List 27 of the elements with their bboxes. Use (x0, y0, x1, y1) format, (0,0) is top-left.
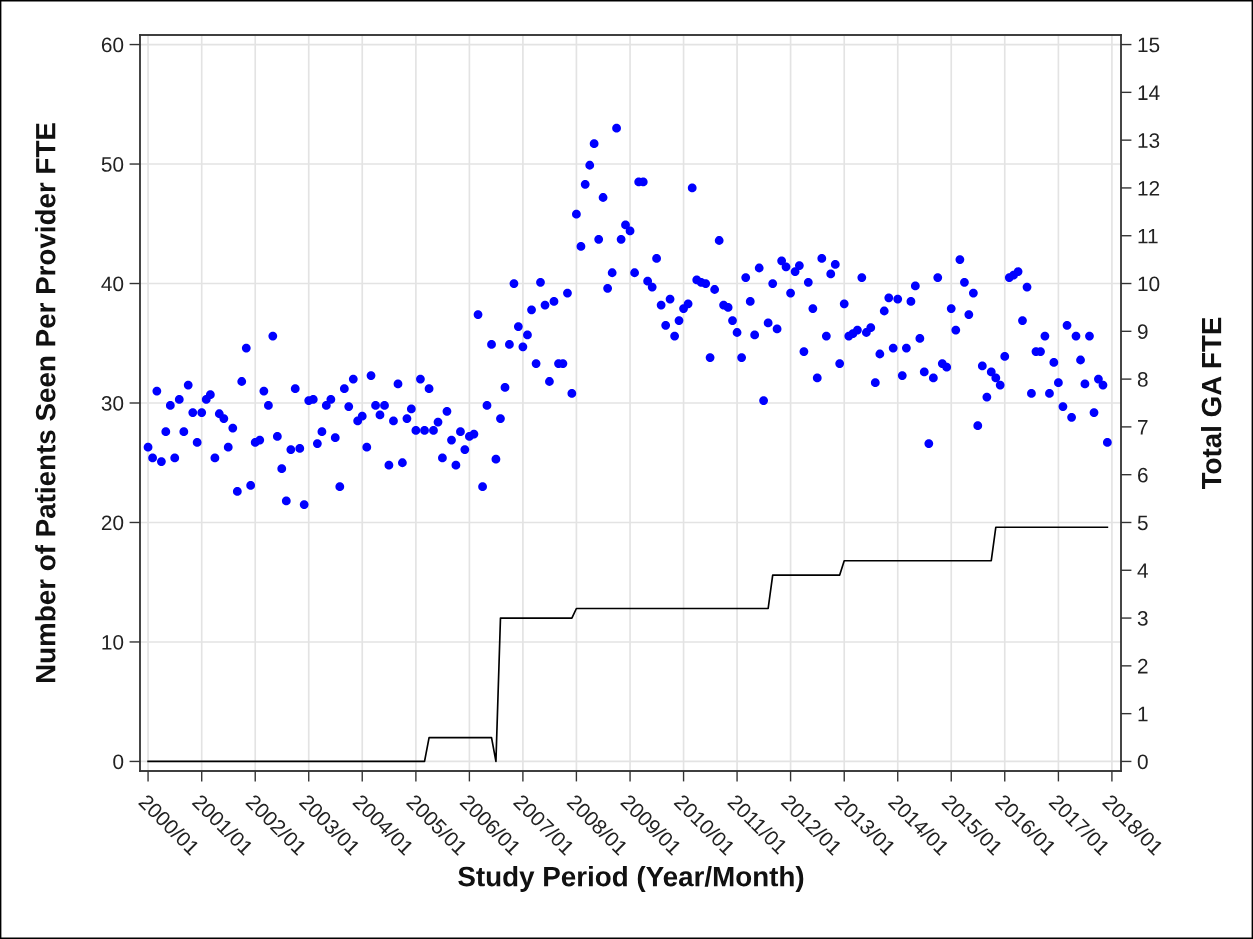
y2-tick-label: 8 (1137, 372, 1148, 387)
y2-tick-label: 12 (1138, 180, 1160, 196)
y2-tick-label: 14 (1138, 85, 1160, 100)
y-tick-label: 0 (113, 754, 124, 770)
y2-tick-label: 0 (1137, 754, 1148, 770)
y-tick-label: 40 (101, 276, 124, 292)
y2-tick-label: 1 (1138, 706, 1148, 722)
y2-tick-label: 7 (1138, 420, 1148, 435)
y2-tick-label: 3 (1137, 611, 1148, 626)
y2-axis-title: Total GA FTE (1201, 317, 1222, 490)
y-tick-label: 30 (101, 396, 124, 411)
y2-tick-label: 11 (1138, 228, 1158, 244)
y-tick-label: 60 (101, 37, 124, 53)
y2-tick-label: 5 (1137, 515, 1148, 531)
y2-tick-label: 2 (1138, 658, 1148, 674)
y-tick-label: 10 (102, 634, 124, 650)
y2-tick-label: 4 (1137, 563, 1148, 578)
y2-tick-label: 13 (1138, 133, 1160, 148)
line-series (147, 526, 1109, 763)
y-tick-label: 50 (101, 157, 124, 172)
y-tick-label: 20 (101, 515, 124, 531)
y-axis-title: Number of Patients Seen Per Provider FTE (35, 123, 56, 683)
y2-tick-label: 15 (1138, 37, 1160, 53)
y2-tick-label: 10 (1138, 276, 1160, 292)
y2-tick-label: 6 (1138, 467, 1148, 483)
x-axis-title: Study Period (Year/Month) (458, 866, 804, 892)
y2-tick-label: 9 (1137, 324, 1148, 340)
